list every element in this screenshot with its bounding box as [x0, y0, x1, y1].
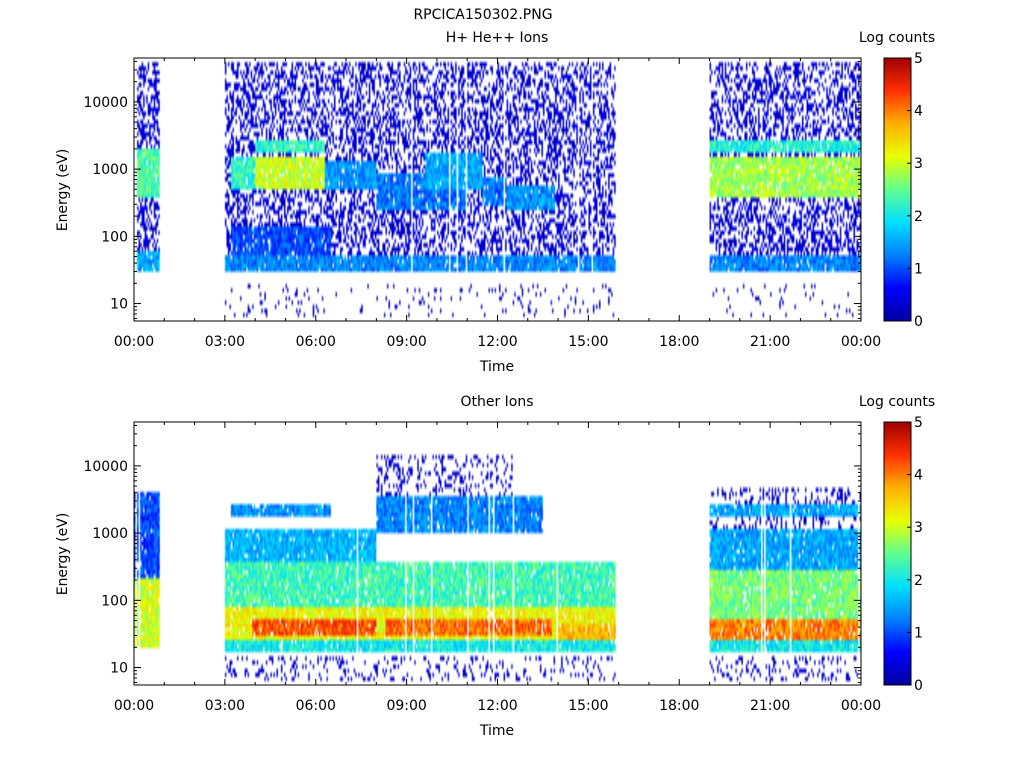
colorbar-ticks: 0 1 2 3 4 5 — [907, 51, 923, 330]
x-tick-label: 00:00 — [841, 334, 881, 350]
x-tick-label: 09:00 — [386, 334, 426, 350]
colorbar-tick-label: 5 — [914, 51, 923, 67]
y-tick-label: 10 — [110, 661, 128, 677]
colorbar-tick-label: 3 — [914, 520, 923, 536]
x-tick-label: 00:00 — [841, 698, 881, 714]
x-tick-label: 12:00 — [477, 698, 517, 714]
y-tick-label: 100 — [101, 229, 128, 245]
y-axis: 10 100 1000 10000 — [83, 60, 861, 319]
x-tick-label: 21:00 — [750, 698, 790, 714]
x-tick-label: 03:00 — [205, 698, 245, 714]
x-tick-label: 15:00 — [568, 334, 608, 350]
x-axis-label: Time — [479, 723, 514, 739]
colorbar-label: Log counts — [859, 30, 935, 46]
x-tick-label: 09:00 — [386, 698, 426, 714]
y-tick-label: 1000 — [92, 162, 128, 178]
y-tick-label: 10 — [110, 297, 128, 313]
x-tick-label: 18:00 — [659, 334, 699, 350]
x-tick-label: 00:00 — [114, 698, 154, 714]
colorbar-tick-label: 3 — [914, 156, 923, 172]
colorbar-label: Log counts — [859, 394, 935, 410]
y-tick-label: 10000 — [83, 95, 128, 111]
spectrogram-heatmap — [134, 422, 861, 685]
x-tick-label: 03:00 — [205, 334, 245, 350]
x-tick-label: 12:00 — [477, 334, 517, 350]
figure-title: RPCICA150302.PNG — [413, 7, 552, 23]
x-tick-label: 15:00 — [568, 698, 608, 714]
x-tick-label: 06:00 — [296, 334, 336, 350]
colorbar-tick-label: 0 — [914, 678, 923, 694]
colorbar-ticks: 0 1 2 3 4 5 — [907, 415, 923, 694]
panel-h-he-ions: H+ He++ Ions 00:00 03:00 06:00 09:00 12:00 15… — [55, 30, 935, 375]
panel-other-ions: Other Ions 00:00 03:00 06:00 09:00 12:00 15:0… — [55, 394, 935, 739]
y-tick-label: 100 — [101, 593, 128, 609]
colorbar-tick-label: 5 — [914, 415, 923, 431]
colorbar-tick-label: 0 — [914, 314, 923, 330]
x-axis: 00:00 03:00 06:00 09:00 12:00 15:00 18:00 21:00… — [114, 422, 881, 714]
y-tick-label: 10000 — [83, 459, 128, 475]
panel-title: Other Ions — [460, 394, 533, 410]
panel-title: H+ He++ Ions — [446, 30, 549, 46]
x-tick-label: 18:00 — [659, 698, 699, 714]
y-axis-label: Energy (eV) — [55, 513, 71, 596]
colorbar-tick-label: 1 — [914, 261, 923, 277]
colorbar-tick-label: 4 — [914, 468, 923, 484]
colorbar — [883, 421, 912, 686]
x-axis-label: Time — [479, 359, 514, 375]
colorbar-tick-label: 4 — [914, 104, 923, 120]
colorbar — [883, 57, 912, 322]
y-axis: 10 100 1000 10000 — [83, 424, 861, 683]
x-axis: 00:00 03:00 06:00 09:00 12:00 15:00 18:00 21:00… — [114, 58, 881, 350]
colorbar-tick-label: 2 — [914, 209, 923, 225]
x-tick-label: 06:00 — [296, 698, 336, 714]
x-tick-label: 21:00 — [750, 334, 790, 350]
colorbar-tick-label: 2 — [914, 573, 923, 589]
y-axis-label: Energy (eV) — [55, 149, 71, 232]
spectrogram-heatmap — [134, 58, 861, 321]
colorbar-tick-label: 1 — [914, 625, 923, 641]
y-tick-label: 1000 — [92, 526, 128, 542]
x-tick-label: 00:00 — [114, 334, 154, 350]
